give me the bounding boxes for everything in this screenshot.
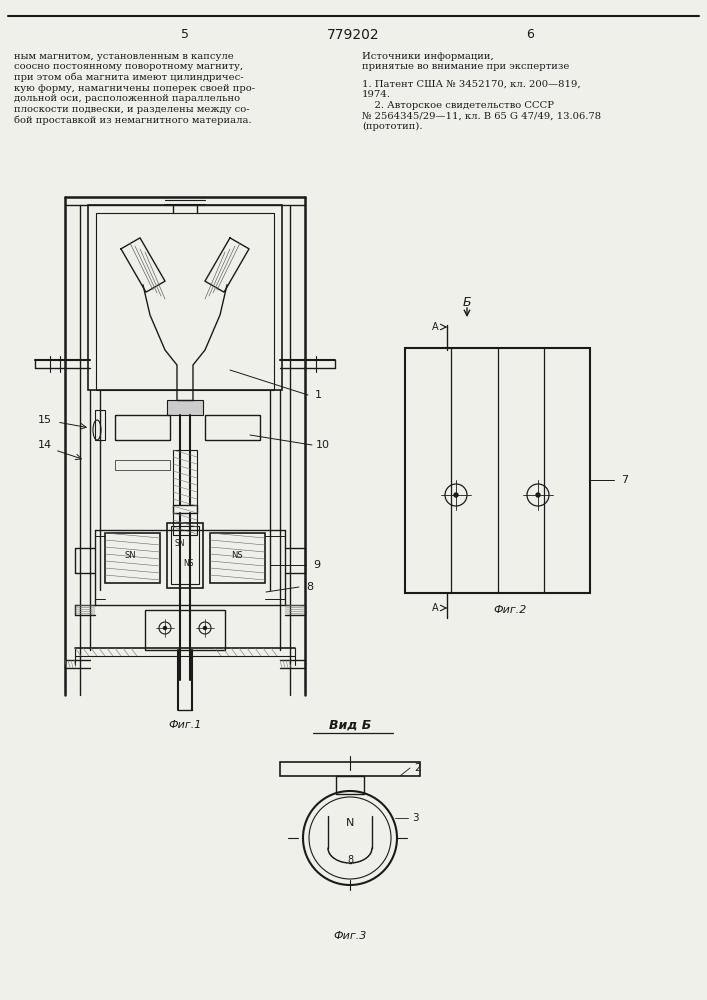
- Text: 9: 9: [313, 560, 320, 570]
- Text: Фиг.2: Фиг.2: [493, 605, 527, 615]
- Text: 1. Патент США № 3452170, кл. 200—819,
1974.
    2. Авторское свидетельство СССР
: 1. Патент США № 3452170, кл. 200—819, 19…: [362, 80, 601, 131]
- Text: N: N: [346, 818, 354, 828]
- Text: 5: 5: [181, 28, 189, 41]
- Bar: [115, 415, 170, 440]
- Text: SN: SN: [175, 538, 185, 548]
- Text: 15: 15: [38, 415, 52, 425]
- Text: 7: 7: [621, 475, 629, 485]
- Text: 3: 3: [411, 813, 419, 823]
- Text: 2: 2: [415, 763, 421, 773]
- Text: 8: 8: [306, 582, 314, 592]
- Text: 1: 1: [315, 390, 322, 400]
- Text: A: A: [432, 603, 438, 613]
- Bar: [145, 610, 225, 650]
- Bar: [167, 400, 203, 415]
- Circle shape: [204, 626, 206, 630]
- Text: Вид Б: Вид Б: [329, 718, 371, 732]
- Text: 14: 14: [38, 440, 52, 450]
- Bar: [88, 205, 282, 390]
- Text: A: A: [432, 322, 438, 332]
- Bar: [405, 348, 590, 593]
- Bar: [173, 450, 197, 535]
- Text: 10: 10: [316, 440, 330, 450]
- Bar: [336, 776, 364, 794]
- Text: ным магнитом, установленным в капсуле
соосно постоянному поворотному магниту,
пр: ным магнитом, установленным в капсуле со…: [14, 52, 255, 125]
- Text: 779202: 779202: [327, 28, 380, 42]
- Circle shape: [536, 493, 540, 497]
- Text: 6: 6: [526, 28, 534, 41]
- Bar: [96, 213, 274, 390]
- Text: Фиг.1: Фиг.1: [168, 720, 201, 730]
- Bar: [115, 460, 170, 470]
- Text: NS: NS: [231, 552, 243, 560]
- Text: 8: 8: [347, 855, 353, 865]
- Bar: [205, 415, 260, 440]
- Circle shape: [454, 493, 458, 497]
- Circle shape: [163, 626, 167, 630]
- Bar: [171, 526, 199, 584]
- Text: Источники информации,
принятые во внимание при экспертизе: Источники информации, принятые во вниман…: [362, 52, 569, 71]
- Text: Фиг.3: Фиг.3: [333, 931, 367, 941]
- Text: NS: NS: [182, 558, 193, 568]
- Text: Б: Б: [462, 296, 472, 310]
- Text: SN: SN: [124, 552, 136, 560]
- Bar: [105, 533, 160, 583]
- Bar: [210, 533, 265, 583]
- Bar: [280, 762, 420, 776]
- Bar: [95, 410, 105, 440]
- Bar: [167, 523, 203, 588]
